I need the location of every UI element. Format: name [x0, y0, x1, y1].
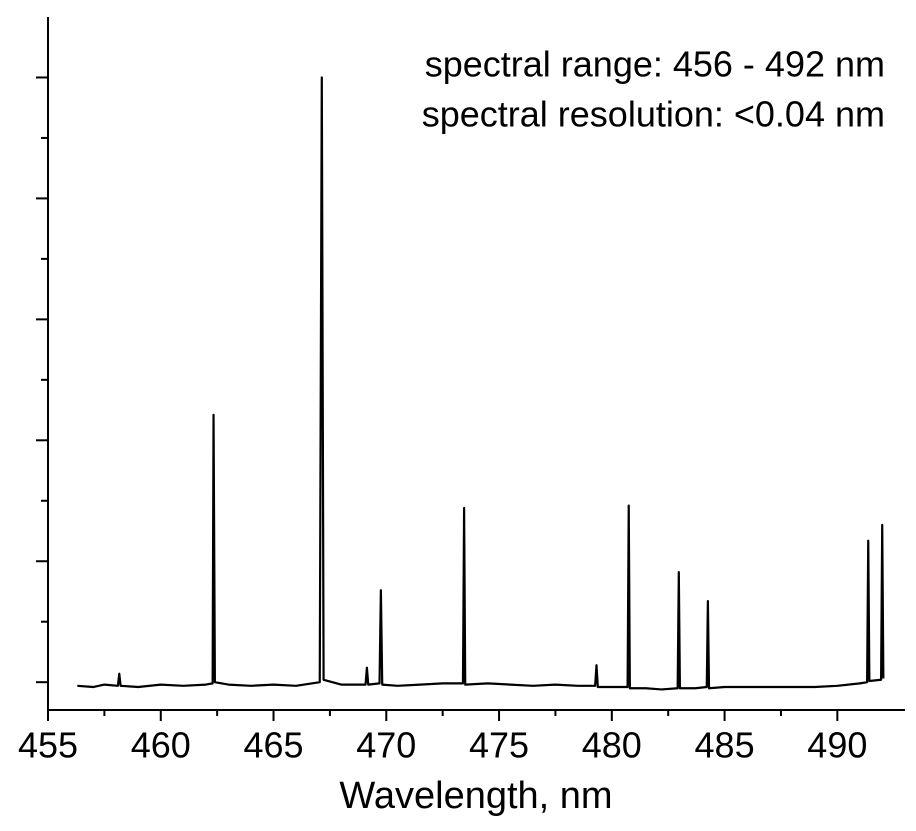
annotation: spectral range: 456 - 492 nm	[425, 44, 885, 85]
x-tick-label: 475	[469, 725, 529, 766]
x-tick-label: 470	[356, 725, 416, 766]
x-axis-label: Wavelength, nm	[339, 775, 612, 817]
x-tick-label: 455	[18, 725, 78, 766]
spectrum-line	[77, 76, 885, 691]
x-tick-label: 465	[243, 725, 303, 766]
x-tick-label: 490	[807, 725, 867, 766]
x-tick-label: 485	[695, 725, 755, 766]
annotation: spectral resolution: <0.04 nm	[422, 94, 885, 135]
x-tick-label: 480	[582, 725, 642, 766]
x-tick-label: 460	[131, 725, 191, 766]
